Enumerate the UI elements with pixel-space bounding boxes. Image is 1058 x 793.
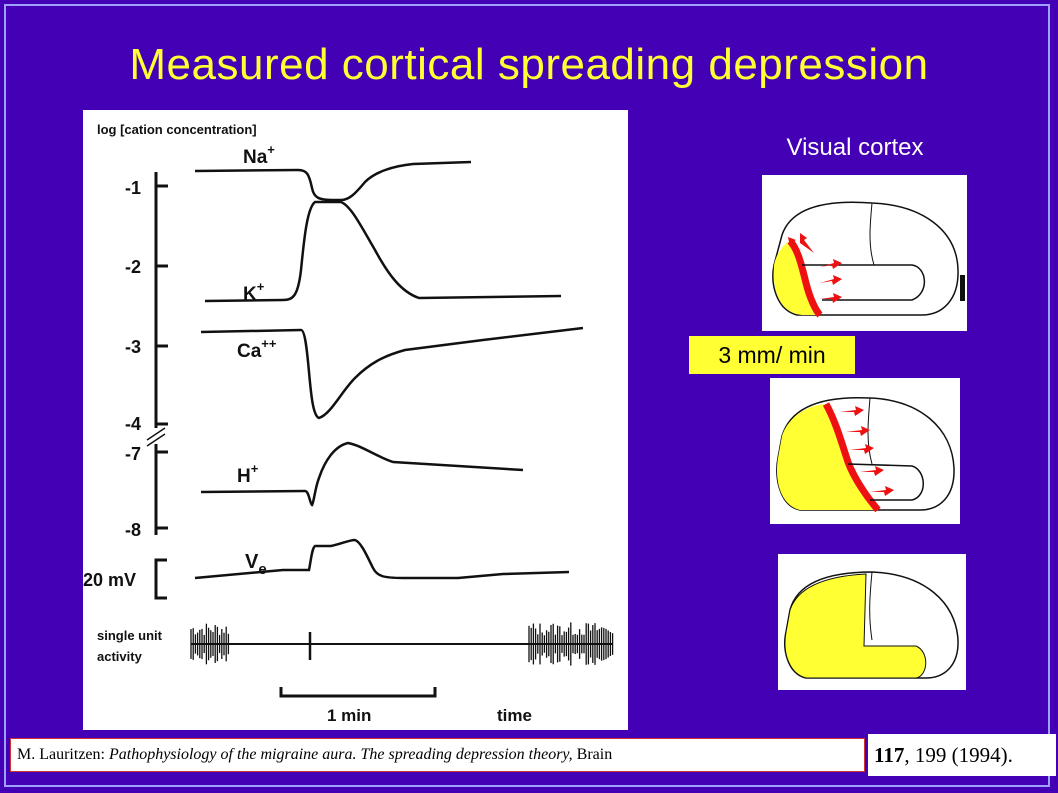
y-axis-label: log [cation concentration] <box>97 122 257 137</box>
h-trace <box>200 441 524 507</box>
tick-label: -1 <box>125 178 141 198</box>
time-scale-label: 1 min <box>327 706 371 725</box>
spread-arrows <box>788 233 842 303</box>
voltage-scale-label: 20 mV <box>83 570 136 590</box>
brain-outline <box>772 201 959 316</box>
ion-trace-figure: log [cation concentration] -1 -2 -3 -4 -… <box>83 110 628 730</box>
k-label: K+ <box>243 279 265 305</box>
visual-cortex-label: Visual cortex <box>786 134 924 161</box>
ve-label: Ve <box>245 551 267 578</box>
tick-label: -7 <box>125 444 141 464</box>
ca-trace <box>200 326 584 420</box>
depression-zone <box>776 404 878 510</box>
ion-trace-plot: log [cation concentration] -1 -2 -3 -4 -… <box>83 122 614 725</box>
citation-volume-number: 117 <box>874 743 905 767</box>
depression-zone <box>784 573 927 679</box>
spike-burst-left <box>190 623 230 665</box>
wave-front <box>787 238 823 318</box>
citation-authors: M. Lauritzen: <box>17 746 105 763</box>
citation-title: Pathophysiology of the migraine aura. Th… <box>108 746 573 763</box>
unit-activity-label-2: activity <box>97 649 143 664</box>
na-label: Na+ <box>243 142 275 168</box>
tick-label: -2 <box>125 257 141 277</box>
axis-break-mark <box>146 433 166 447</box>
citation-volume: 117, 199 (1994). <box>868 734 1056 776</box>
unit-activity-label-1: single unit <box>97 628 163 643</box>
tick-label: -3 <box>125 337 141 357</box>
tick-label: -4 <box>125 414 141 434</box>
brain-diagram-middle <box>770 378 960 524</box>
slide-title: Measured cortical spreading depression <box>129 40 929 89</box>
wave-front <box>822 402 881 513</box>
spread-arrows <box>840 406 894 496</box>
axis-break-mark <box>146 427 166 441</box>
voltage-scale-bracket <box>154 558 167 600</box>
brain-diagram-late <box>778 554 966 690</box>
na-trace <box>194 160 472 202</box>
citation-reference: M. Lauritzen: Pathophysiology of the mig… <box>10 738 865 772</box>
brain-diagram-early <box>762 175 967 331</box>
k-trace <box>204 200 562 303</box>
slide-frame <box>4 4 1050 787</box>
time-scale-bar <box>279 687 437 698</box>
citation-journal: Brain <box>576 746 613 763</box>
tick-label: -8 <box>125 520 141 540</box>
speed-label: 3 mm/ min <box>689 336 855 374</box>
time-axis-label: time <box>497 706 532 725</box>
citation-pages-year: , 199 (1994). <box>904 743 1013 767</box>
ve-trace <box>194 538 570 580</box>
spike-burst-right <box>528 622 614 666</box>
h-label: H+ <box>237 461 259 487</box>
ca-label: Ca++ <box>237 336 277 362</box>
